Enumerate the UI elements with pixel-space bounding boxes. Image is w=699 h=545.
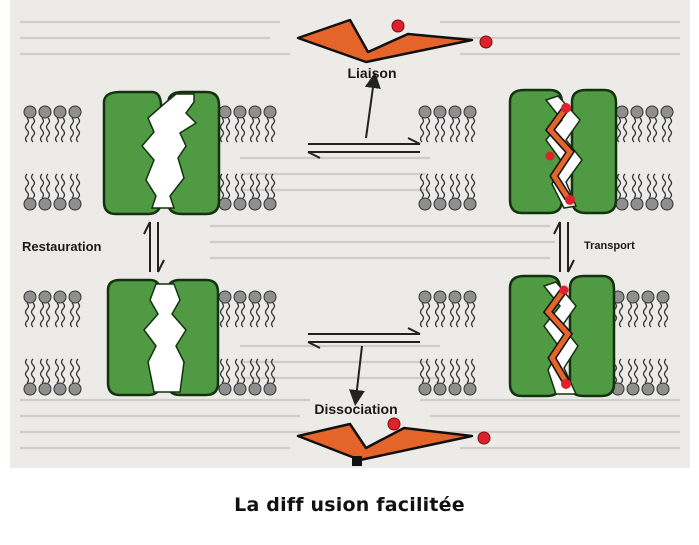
- solute-bound-top: [544, 103, 576, 205]
- label-restoration: Restauration: [22, 239, 102, 254]
- equilibrium-arrow-top: [307, 72, 421, 159]
- solute-bound-bottom: [542, 285, 574, 389]
- label-binding: Liaison: [347, 65, 396, 81]
- label-transport: Transport: [584, 240, 635, 252]
- equilibrium-arrow-bottom: [307, 327, 421, 406]
- figure-caption: La diff usion facilitée: [234, 494, 465, 516]
- label-dissociation: Dissociation: [314, 401, 397, 417]
- solute-free-top: [296, 18, 493, 64]
- carrier-protein-top-right: [508, 88, 618, 215]
- solute-free-bottom: [296, 417, 491, 466]
- carrier-protein-bottom-left: [106, 278, 220, 397]
- carrier-protein-top-left: [102, 90, 221, 216]
- equilibrium-arrow-left: [143, 221, 165, 273]
- equilibrium-arrow-right: [553, 221, 575, 273]
- facilitated-diffusion-diagram: Liaison Transport Restauration Dissociat…: [10, 0, 690, 468]
